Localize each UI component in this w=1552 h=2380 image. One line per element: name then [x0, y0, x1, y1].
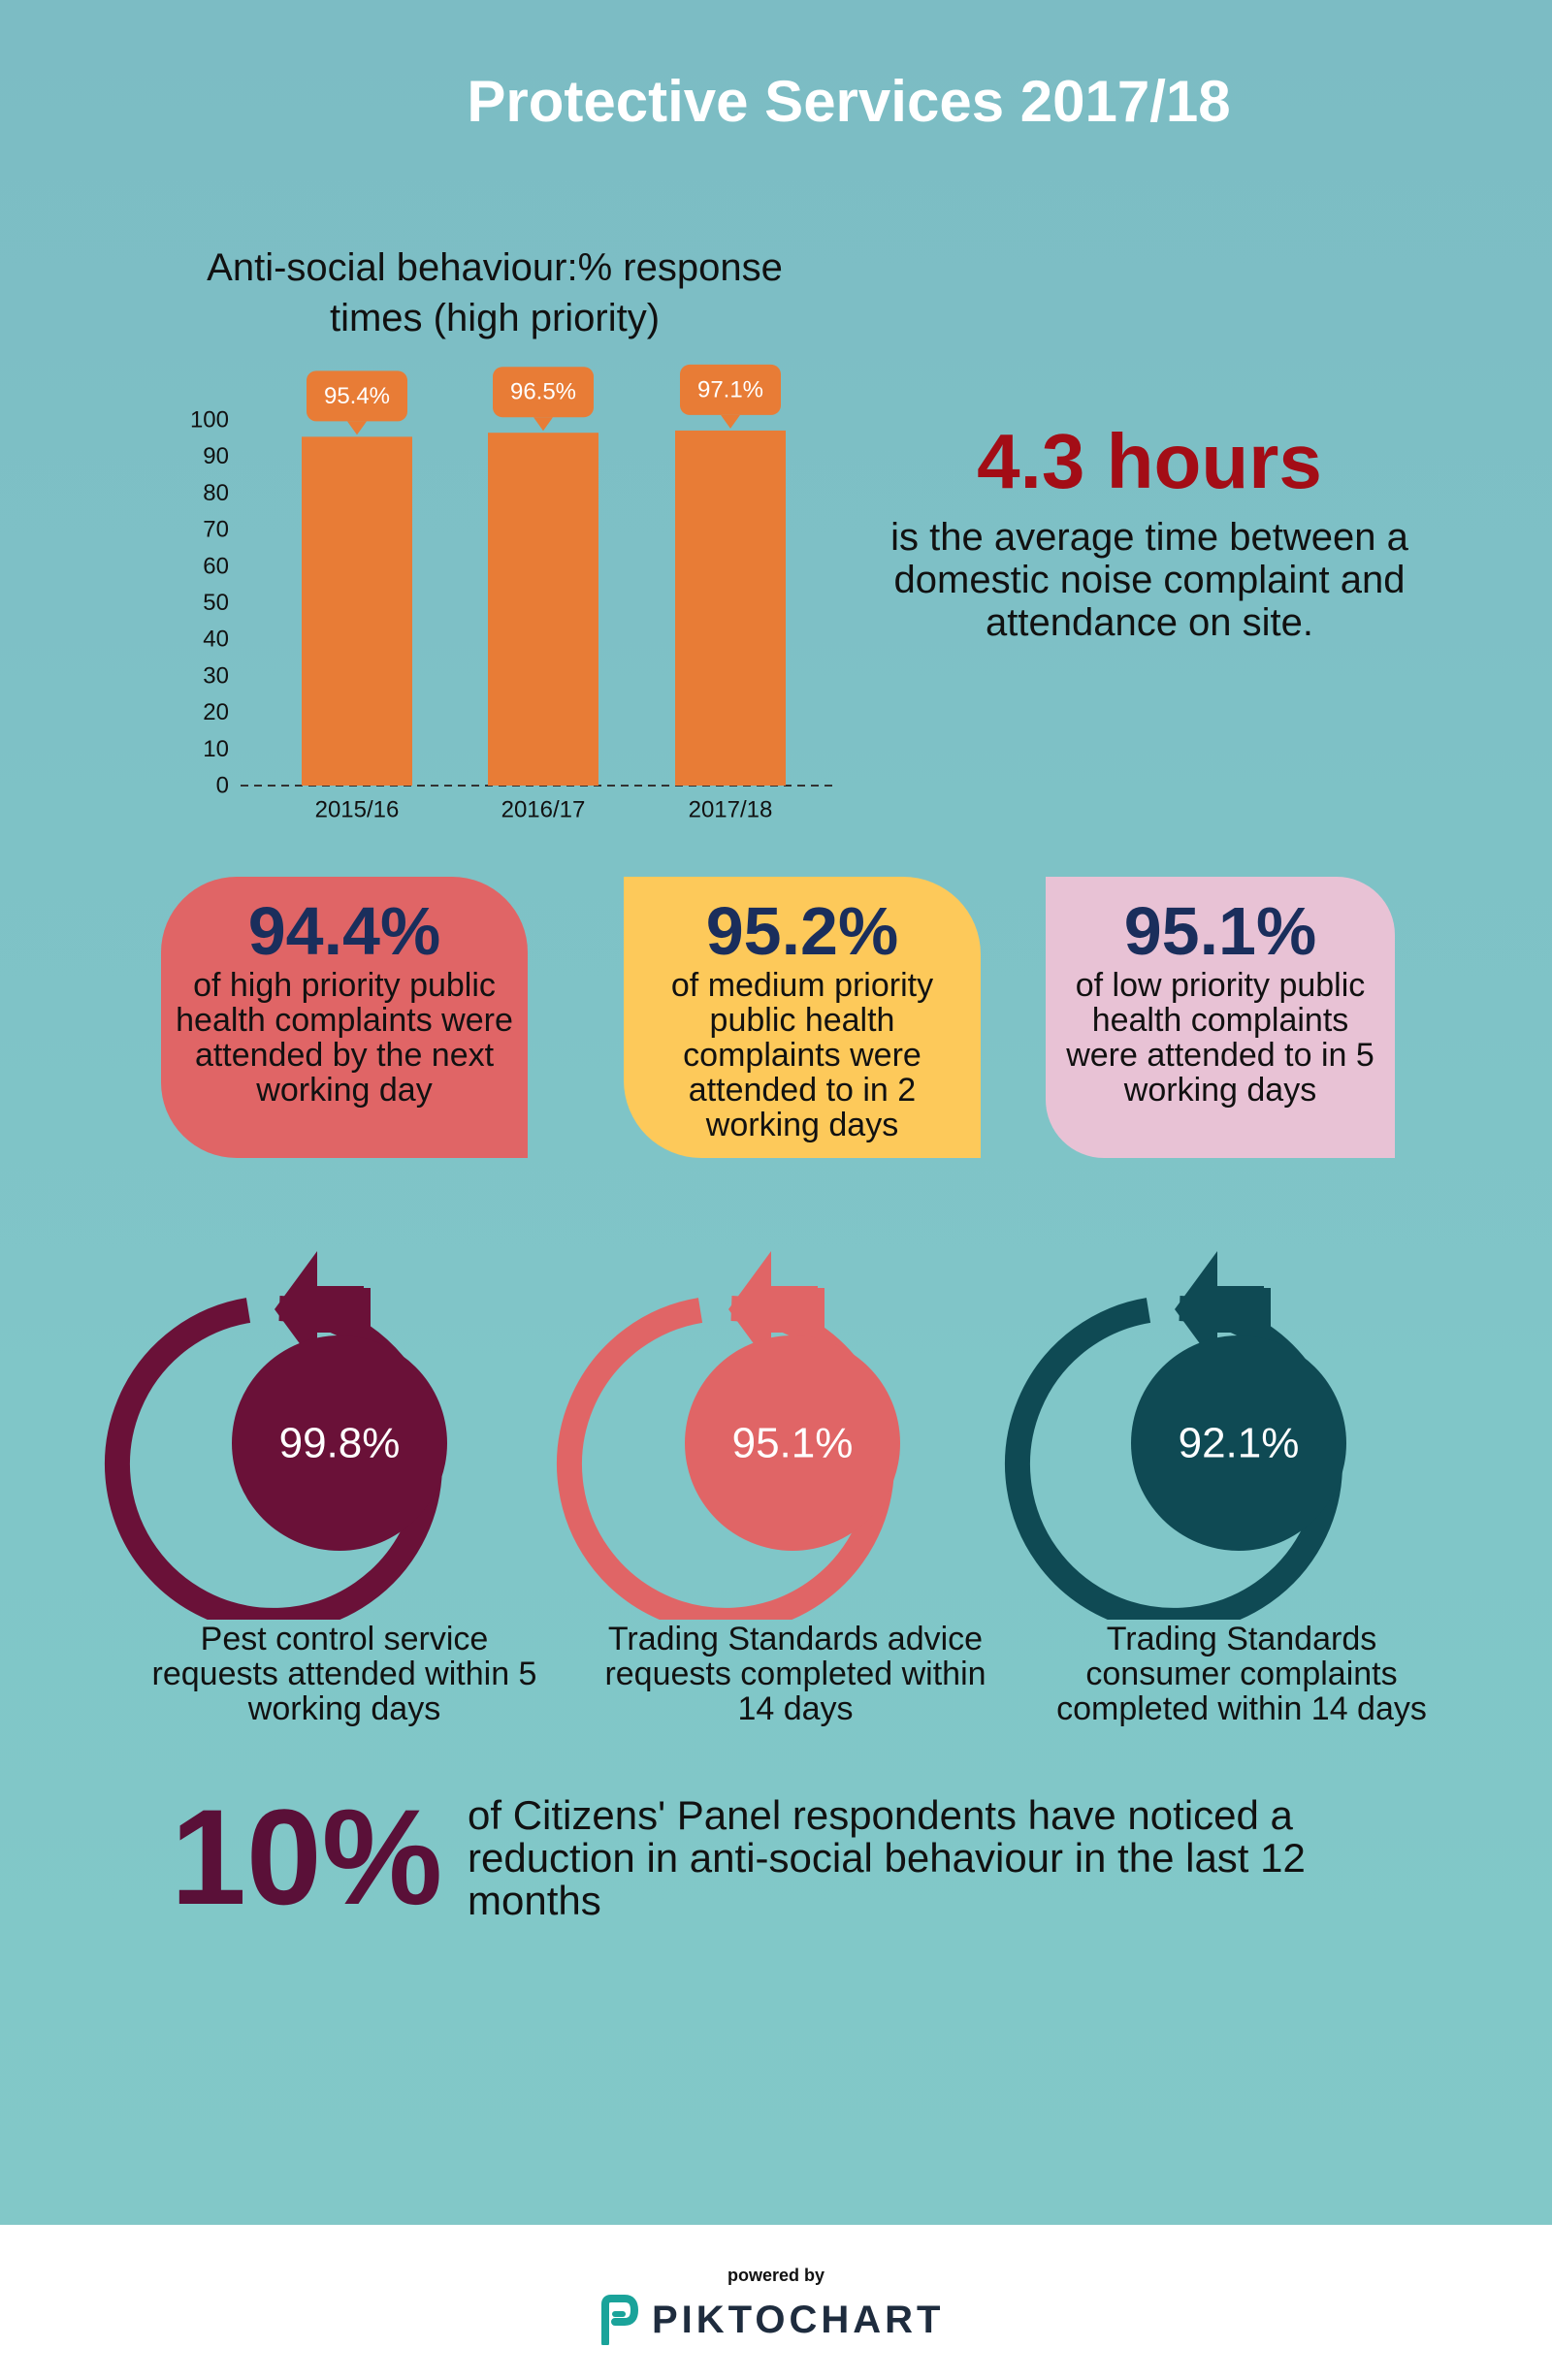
- y-tick-label: 0: [216, 773, 229, 799]
- bar: [302, 436, 412, 786]
- footer: [0, 2225, 1552, 2380]
- y-tick-label: 100: [190, 407, 229, 434]
- consumer-complaints-ring-center: [1131, 1335, 1346, 1551]
- consumer-complaints-ring: 92.1%: [1005, 1251, 1346, 1620]
- advice-requests-ring-center: [685, 1335, 900, 1551]
- advice-requests-label: Trading Standards advice requests comple…: [604, 1621, 986, 1727]
- y-tick-label: 60: [203, 553, 229, 579]
- x-tick-label: 2017/18: [689, 797, 773, 823]
- x-tick-label: 2015/16: [315, 797, 400, 823]
- y-tick-label: 90: [203, 443, 229, 469]
- consumer-complaints-arrow-head-icon: [1175, 1251, 1264, 1367]
- piktochart-brand-name: PIKTOCHART: [652, 2298, 945, 2341]
- noise-response-description: is the average time between a domestic n…: [890, 516, 1408, 644]
- pest-control-ring-value: 99.8%: [279, 1420, 401, 1467]
- chart-title: Anti-social behaviour:% response times (…: [207, 246, 783, 339]
- data-label-pointer-icon: [721, 414, 740, 429]
- data-label-bubble: [680, 364, 781, 415]
- panel-percent: 10%: [171, 1781, 443, 1933]
- data-label-bubble: [493, 367, 594, 418]
- pest-control-ring: 99.8%: [105, 1251, 447, 1620]
- pest-control-label: Pest control service requests attended w…: [151, 1621, 537, 1727]
- y-tick-label: 40: [203, 627, 229, 653]
- y-tick-label: 30: [203, 662, 229, 689]
- medium-priority-description: of medium priority public health complai…: [670, 967, 934, 1143]
- data-label: 96.5%: [510, 379, 576, 405]
- high-priority-card: 94.4% of high priority public health com…: [161, 877, 528, 1158]
- data-label-pointer-icon: [534, 417, 553, 432]
- advice-requests-ring: 95.1%: [557, 1251, 900, 1620]
- data-label: 95.4%: [324, 383, 390, 409]
- advice-requests-arrow-head-icon: [728, 1251, 818, 1367]
- rings-graphic: 99.8% 95.1% 92.1%: [105, 1251, 1346, 1620]
- y-tick-label: 80: [203, 480, 229, 506]
- piktochart-logo-link[interactable]: PIKTOCHART: [599, 2295, 944, 2345]
- consumer-complaints-label: Trading Standards consumer complaints co…: [1056, 1621, 1427, 1727]
- powered-by-text: powered by: [727, 2266, 825, 2285]
- high-priority-percent: 94.4%: [247, 893, 441, 969]
- y-tick-label: 10: [203, 736, 229, 762]
- bar: [675, 430, 786, 786]
- y-tick-label: 20: [203, 699, 229, 725]
- low-priority-percent: 95.1%: [1123, 893, 1317, 969]
- data-label-pointer-icon: [347, 421, 367, 435]
- data-label-bubble: [307, 370, 407, 422]
- bar-chart: 0 10 20 30 40 50 60 70 80 90 100 2015/16 95.4% 2016/1…: [190, 364, 834, 823]
- advice-requests-ring-value: 95.1%: [732, 1420, 854, 1467]
- y-tick-label: 50: [203, 590, 229, 616]
- piktochart-logo-icon: [601, 2295, 638, 2345]
- pest-control-ring-center: [232, 1335, 447, 1551]
- noise-response-value: 4.3 hours: [977, 418, 1322, 504]
- low-priority-description: of low priority public health complaints…: [1066, 967, 1374, 1109]
- data-label: 97.1%: [697, 376, 763, 402]
- x-tick-label: 2016/17: [501, 797, 586, 823]
- bar: [488, 433, 598, 786]
- medium-priority-percent: 95.2%: [705, 893, 899, 969]
- low-priority-card: 95.1% of low priority public health comp…: [1046, 877, 1395, 1158]
- high-priority-description: of high priority public health complaint…: [176, 967, 513, 1109]
- panel-description: of Citizens' Panel respondents have noti…: [468, 1792, 1306, 1923]
- consumer-complaints-ring-value: 92.1%: [1179, 1420, 1300, 1467]
- pest-control-arrow-head-icon: [275, 1251, 364, 1367]
- page-title: Protective Services 2017/18: [467, 69, 1231, 134]
- y-tick-label: 70: [203, 517, 229, 543]
- medium-priority-card: 95.2% of medium priority public health c…: [624, 877, 981, 1158]
